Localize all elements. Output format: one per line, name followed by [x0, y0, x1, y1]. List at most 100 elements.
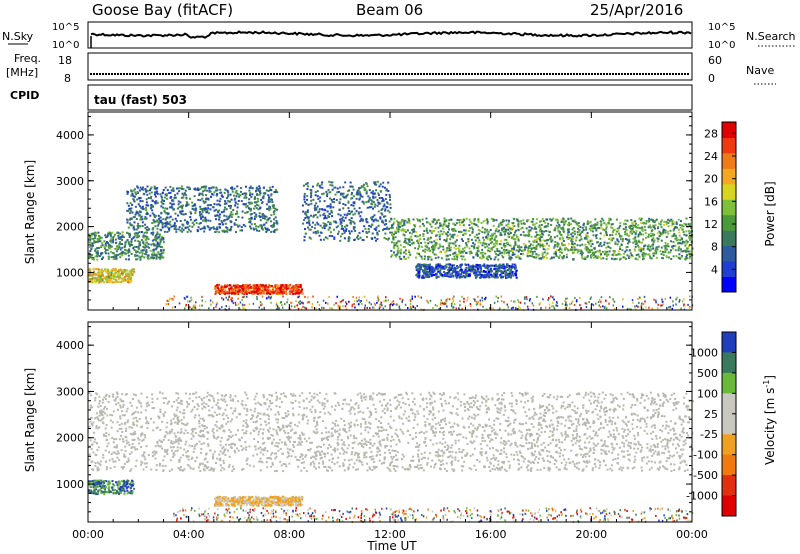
power-echo-cell [161, 246, 163, 249]
power-echo-cell [365, 231, 368, 234]
power-echo-cell [465, 243, 468, 246]
power-echo-cell [266, 228, 269, 231]
power-echo-cell [416, 273, 419, 276]
power-echo-cell [595, 256, 598, 259]
power-echo-cell [326, 195, 329, 198]
power-echo-cell [652, 234, 655, 237]
power-echo-cell [632, 241, 635, 244]
power-echo-cell [620, 235, 623, 238]
power-echo-cell [386, 201, 389, 204]
power-echo-cell [191, 201, 194, 204]
power-echo-cell [510, 265, 513, 268]
power-echo-cell [125, 249, 128, 252]
power-echo-cell [157, 214, 160, 217]
power-echo-cell [473, 247, 476, 250]
power-echo-cell [566, 236, 568, 239]
power-echo-cell [138, 251, 141, 254]
power-echo-cell [548, 231, 551, 233]
power-echo-cell [451, 234, 454, 237]
power-echo-cell [235, 223, 238, 226]
power-echo-cell [272, 289, 275, 292]
power-echo-cell [395, 242, 398, 244]
power-echo-cell [481, 231, 484, 234]
power-echo-cell [404, 229, 407, 231]
power-echo-cell [502, 263, 505, 266]
power-echo-cell [160, 219, 163, 222]
power-echo-cell [230, 298, 232, 301]
power-echo-cell [145, 245, 148, 248]
power-echo-cell [468, 247, 471, 250]
power-echo-cell [390, 224, 393, 227]
power-echo-cell [104, 234, 107, 237]
power-echo-cell [536, 218, 539, 221]
power-echo-cell [348, 212, 351, 215]
power-echo-cell [115, 257, 118, 260]
power-echo-cell [338, 202, 341, 205]
power-echo-cell [443, 220, 446, 223]
power-echo-cell [448, 228, 450, 231]
power-echo-cell [162, 251, 165, 254]
power-echo-cell [279, 287, 282, 290]
power-echo-cell [408, 222, 411, 225]
power-echo-cell [363, 186, 366, 189]
power-echo-cell [497, 268, 500, 271]
power-echo-cell [339, 300, 342, 303]
power-echo-cell [310, 202, 313, 205]
power-echo-cell [134, 255, 137, 258]
power-echo-cell [376, 199, 379, 201]
power-echo-cell [238, 290, 241, 293]
power-echo-cell [503, 250, 506, 253]
power-echo-cell [449, 246, 452, 249]
power-echo-cell [486, 237, 489, 240]
power-echo-cell [563, 255, 565, 257]
power-echo-cell [155, 214, 157, 217]
power-echo-cell [558, 232, 561, 235]
power-echo-cell [175, 220, 178, 222]
power-echo-cell [145, 217, 148, 220]
power-echo-cell [514, 271, 517, 273]
power-echo-cell [202, 190, 205, 193]
noise-right-label: N.Search [746, 30, 796, 43]
power-echo-cell [106, 234, 109, 237]
power-echo-cell [368, 206, 371, 209]
power-echo-cell [434, 274, 437, 277]
power-echo-cell [590, 239, 593, 242]
power-echo-cell [416, 269, 419, 272]
power-echo-cell [530, 247, 533, 250]
power-echo-cell [217, 211, 220, 214]
power-echo-cell [277, 293, 280, 295]
power-echo-cell [261, 202, 264, 205]
power-echo-cell [162, 241, 165, 244]
power-echo-cell [222, 210, 225, 213]
power-echo-cell [690, 230, 693, 233]
power-echo-cell [189, 211, 192, 214]
power-echo-cell [495, 275, 498, 278]
power-echo-cell [487, 247, 490, 250]
power-echo-cell [266, 292, 269, 294]
power-echo-cell [653, 238, 656, 241]
power-echo-cell [481, 299, 484, 302]
power-echo-cell [184, 213, 187, 215]
power-echo-cell [203, 189, 206, 192]
power-echo-cell [327, 228, 330, 231]
power-echo-cell [685, 242, 688, 245]
power-echo-cell [619, 234, 622, 237]
power-echo-cell [296, 291, 299, 294]
power-echo-cell [119, 248, 122, 251]
power-echo-cell [96, 250, 99, 253]
power-echo-cell [136, 191, 139, 194]
power-echo-cell [680, 256, 683, 259]
power-echo-cell [578, 225, 580, 228]
power-echo-cell [392, 223, 395, 226]
power-echo-cell [573, 233, 576, 236]
power-echo-cell [329, 227, 331, 230]
power-echo-cell [126, 279, 129, 282]
power-echo-cell [228, 292, 231, 295]
power-echo-cell [553, 252, 556, 255]
power-echo-cell [502, 230, 505, 233]
power-echo-cell [134, 234, 137, 237]
power-echo-cell [210, 227, 213, 230]
power-echo-cell [453, 266, 456, 269]
power-echo-cell [515, 274, 517, 277]
power-echo-cell [678, 224, 681, 227]
